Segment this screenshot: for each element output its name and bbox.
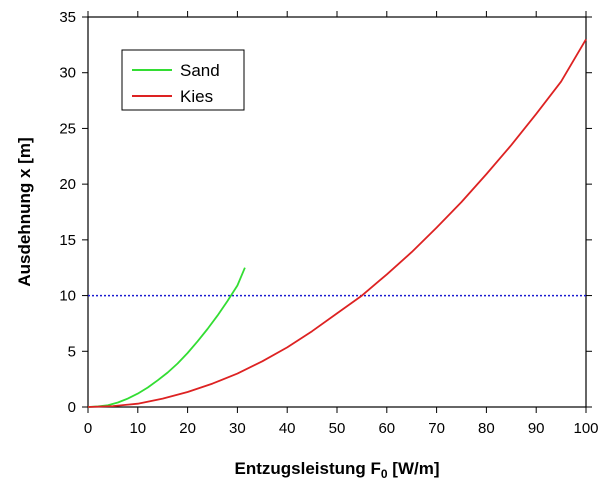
x-axis-title-main: Entzugsleistung F bbox=[234, 459, 380, 478]
y-tick-label: 5 bbox=[68, 343, 76, 360]
series-group bbox=[87, 38, 587, 408]
y-tick-label: 15 bbox=[59, 232, 76, 249]
x-tick-label: 40 bbox=[279, 420, 296, 437]
x-axis-title-subscript: 0 bbox=[381, 467, 388, 481]
x-tick-label: 20 bbox=[179, 420, 196, 437]
legend-label-kies: Kies bbox=[180, 87, 213, 106]
series-line-sand bbox=[87, 267, 246, 408]
x-tick-label: 70 bbox=[428, 420, 445, 437]
y-tick-label: 30 bbox=[59, 65, 76, 82]
y-tick-label: 35 bbox=[59, 9, 76, 26]
legend: Sand Kies bbox=[121, 49, 245, 111]
chart-axes: 0 10 20 30 40 50 60 70 80 90 100 0 5 10 15 20 25 30 35 bbox=[59, 9, 598, 437]
x-tick-label: 100 bbox=[573, 420, 598, 437]
x-tick-label: 0 bbox=[84, 420, 92, 437]
x-tick-label: 50 bbox=[329, 420, 346, 437]
series-line-kies bbox=[87, 38, 587, 408]
x-axis-title: Entzugsleistung F0 [W/m] bbox=[234, 459, 439, 481]
x-tick-label: 30 bbox=[229, 420, 246, 437]
x-tick-label: 90 bbox=[528, 420, 545, 437]
x-tick-label: 80 bbox=[478, 420, 495, 437]
y-tick-label: 20 bbox=[59, 176, 76, 193]
legend-label-sand: Sand bbox=[180, 61, 220, 80]
legend-box bbox=[121, 49, 245, 111]
y-tick-label: 10 bbox=[59, 288, 76, 305]
y-tick-label: 25 bbox=[59, 120, 76, 137]
y-axis-title: Ausdehnung x [m] bbox=[15, 137, 34, 286]
x-tick-label: 60 bbox=[378, 420, 395, 437]
axis-titles: Entzugsleistung F0 [W/m] Ausdehnung x [m… bbox=[15, 137, 440, 481]
x-tick-label: 10 bbox=[129, 420, 146, 437]
y-tick-label: 0 bbox=[68, 399, 76, 416]
x-axis-title-unit: [W/m] bbox=[388, 459, 440, 478]
